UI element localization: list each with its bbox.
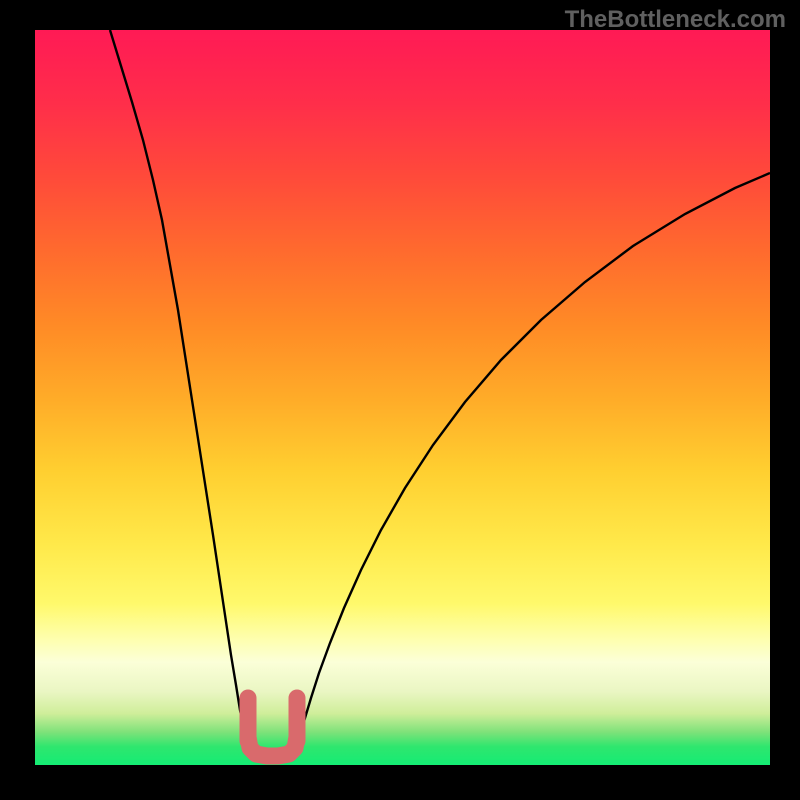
chart-svg [35, 30, 770, 765]
chart-plot-area [35, 30, 770, 765]
chart-container: TheBottleneck.com [0, 0, 800, 800]
chart-background [35, 30, 770, 765]
watermark-text: TheBottleneck.com [565, 6, 786, 34]
